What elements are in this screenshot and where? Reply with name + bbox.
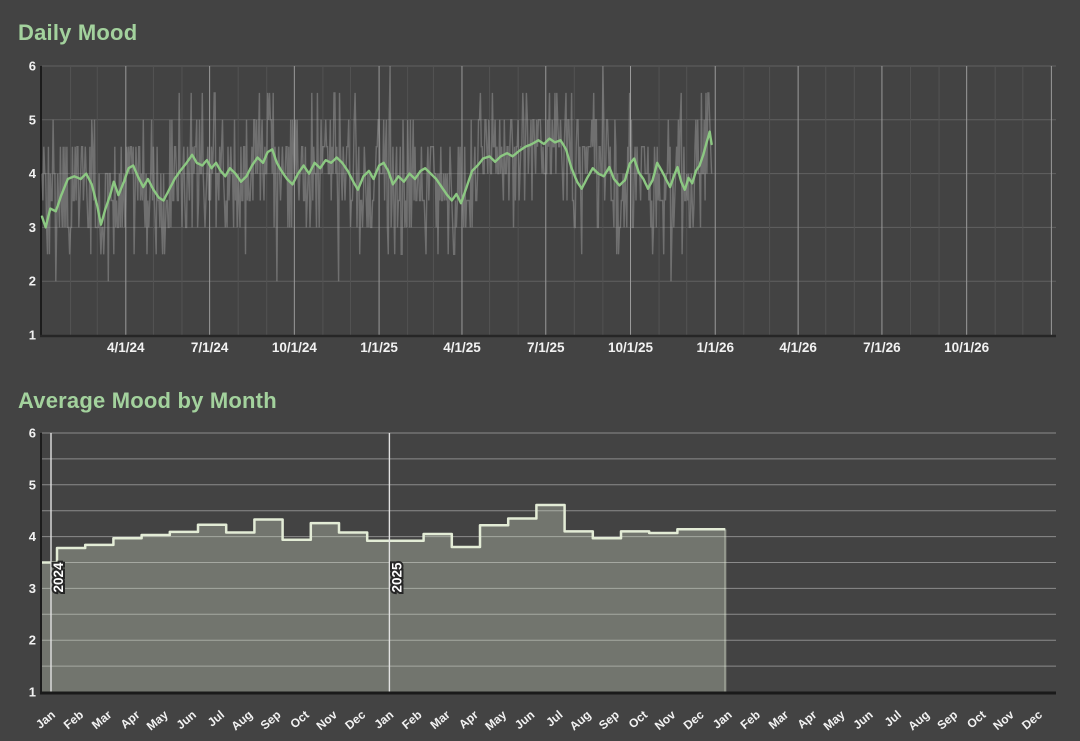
- month-tick-label: Jul: [205, 708, 227, 730]
- month-tick-label: Feb: [61, 708, 86, 732]
- y-tick-label: 5: [29, 477, 36, 492]
- month-tick-label: Nov: [314, 707, 341, 733]
- month-tick-label: Apr: [456, 707, 481, 731]
- month-tick-label: Oct: [964, 708, 988, 732]
- daily-mood-title: Daily Mood: [18, 20, 138, 45]
- x-tick-label: 4/1/24: [107, 340, 145, 355]
- month-tick-label: May: [482, 707, 509, 733]
- month-tick-label: Jan: [33, 708, 58, 732]
- month-tick-label: Dec: [342, 707, 368, 732]
- y-tick-label: 1: [29, 685, 36, 700]
- y-tick-label: 1: [29, 328, 36, 343]
- x-tick-label: 7/1/24: [191, 340, 229, 355]
- month-tick-label: Nov: [990, 707, 1017, 733]
- year-label: 2024: [51, 562, 66, 593]
- y-tick-label: 6: [29, 426, 36, 441]
- x-tick-label: 4/1/25: [443, 340, 481, 355]
- y-tick-label: 4: [29, 166, 37, 181]
- month-tick-label: Aug: [567, 708, 594, 734]
- month-tick-label: Sep: [258, 708, 284, 733]
- smoothed-mood-line: [40, 130, 713, 229]
- x-tick-label: 1/1/25: [360, 340, 398, 355]
- month-tick-label: Oct: [626, 708, 650, 732]
- x-tick-label: 10/1/26: [944, 340, 990, 355]
- month-tick-label: May: [821, 707, 848, 733]
- month-tick-label: Aug: [228, 708, 255, 734]
- month-tick-label: Jan: [371, 708, 396, 732]
- y-tick-label: 4: [29, 529, 37, 544]
- y-tick-label: 6: [29, 59, 36, 74]
- month-tick-label: Nov: [652, 707, 679, 733]
- month-tick-label: Jul: [543, 708, 565, 730]
- daily-mood-chart: 1 2 3 4 5 6 4/1/24 7/1/24 10/1/24 1/1/25 4/1/25 7/1…: [29, 59, 1056, 355]
- month-tick-label: Apr: [118, 707, 143, 731]
- month-tick-label: Feb: [738, 708, 763, 732]
- month-tick-label: Feb: [399, 708, 424, 732]
- daily-mood-raw-line: [41, 65, 713, 282]
- month-tick-label: Mar: [89, 707, 115, 732]
- x-tick-label: 7/1/25: [527, 340, 565, 355]
- month-tick-label: Mar: [766, 707, 792, 732]
- y-tick-label: 5: [29, 112, 36, 127]
- x-tick-label: 1/1/26: [696, 340, 734, 355]
- y-tick-label: 3: [29, 581, 36, 596]
- y-tick-label: 2: [29, 633, 36, 648]
- month-tick-label: Dec: [681, 707, 707, 732]
- y-tick-label: 2: [29, 274, 36, 289]
- y-tick-label: 3: [29, 220, 36, 235]
- month-tick-label: Apr: [794, 707, 819, 731]
- month-tick-label: Sep: [934, 708, 960, 733]
- avg-mood-area-fill: [42, 505, 726, 692]
- month-tick-label: May: [144, 707, 171, 733]
- month-tick-label: Jan: [710, 708, 735, 732]
- avg-mood-step-line: [42, 503, 726, 564]
- month-tick-label: Jun: [174, 708, 199, 732]
- year-label: 2025: [389, 562, 404, 593]
- average-mood-by-month-title: Average Mood by Month: [18, 388, 277, 413]
- x-tick-label: 10/1/24: [272, 340, 318, 355]
- month-tick-label: Aug: [905, 708, 932, 734]
- month-tick-label: Mar: [427, 707, 453, 732]
- x-tick-label: 7/1/26: [863, 340, 901, 355]
- x-tick-label: 10/1/25: [608, 340, 654, 355]
- month-tick-label: Dec: [1019, 707, 1045, 732]
- month-tick-label: Jun: [512, 708, 537, 732]
- month-tick-label: Oct: [287, 708, 311, 732]
- x-tick-label: 4/1/26: [779, 340, 817, 355]
- month-tick-label: Jul: [882, 708, 904, 730]
- month-tick-label: Sep: [596, 708, 622, 733]
- month-tick-label: Jun: [850, 708, 875, 732]
